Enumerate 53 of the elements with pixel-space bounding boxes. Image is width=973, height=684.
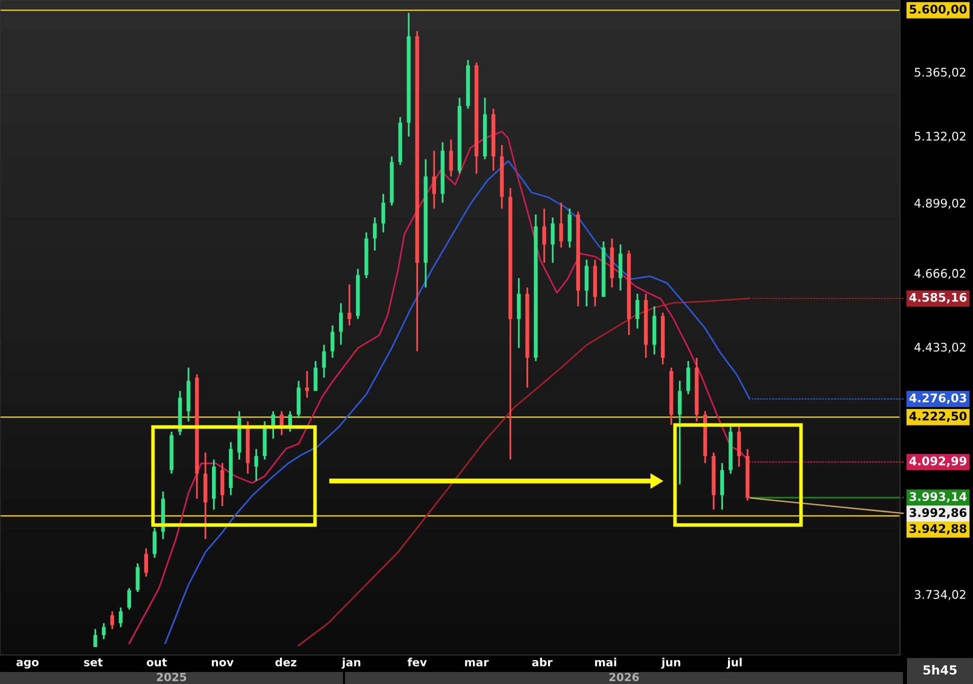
candlestick bbox=[348, 284, 352, 326]
ref-line-label: 3.942,88 bbox=[910, 524, 966, 535]
candlestick bbox=[559, 202, 564, 248]
candlestick bbox=[372, 216, 377, 252]
candlestick bbox=[136, 562, 140, 593]
data-label: 3.993,14 bbox=[910, 492, 967, 503]
x-tick-label: mai bbox=[595, 658, 616, 666]
x-tick-label: jan bbox=[342, 658, 360, 669]
candlestick bbox=[127, 587, 132, 610]
candlestick bbox=[254, 448, 258, 482]
candlestick bbox=[118, 606, 123, 628]
x-tick-label: dez bbox=[275, 658, 296, 666]
candlestick bbox=[102, 622, 106, 640]
candlestick bbox=[449, 138, 453, 178]
candlestick bbox=[678, 380, 682, 486]
ref-line-label: 5.600,00 bbox=[910, 4, 967, 16]
x-tick-label: mar bbox=[465, 660, 489, 666]
x-tick-label: jun bbox=[661, 658, 680, 669]
candlestick bbox=[542, 208, 546, 264]
x-tick-label: ago bbox=[16, 660, 39, 669]
y-tick-label: 4.433,02 bbox=[914, 342, 966, 353]
candlestick bbox=[432, 150, 436, 210]
text: 5h45 bbox=[923, 664, 957, 675]
candlestick bbox=[93, 628, 98, 648]
candlestick bbox=[322, 344, 326, 378]
annotation: 3.992,86 bbox=[910, 508, 966, 519]
data-label: 4.276,03 bbox=[909, 393, 966, 404]
text: 2025 bbox=[156, 672, 186, 682]
candlestick bbox=[144, 548, 148, 578]
candlestick bbox=[381, 193, 386, 234]
y-tick-label: 4.899,02 bbox=[914, 198, 966, 209]
x-tick-label: jul bbox=[726, 658, 742, 669]
y-tick-label: 5.365,02 bbox=[914, 68, 966, 78]
y-tick-label: 3.734,02 bbox=[914, 590, 966, 600]
candlestick bbox=[314, 360, 318, 392]
data-label: 4.092,99 bbox=[909, 456, 966, 467]
x-tick-label: nov bbox=[212, 660, 234, 666]
candlestick bbox=[636, 292, 640, 330]
x-tick-label: fev bbox=[408, 658, 427, 666]
candlestick bbox=[152, 527, 156, 559]
candlestick bbox=[330, 324, 334, 359]
y-tick-label: 4.666,02 bbox=[914, 268, 966, 280]
data-label: 4.585,16 bbox=[909, 292, 966, 304]
x-tick-label: out bbox=[146, 658, 167, 666]
text: 2026 bbox=[609, 672, 639, 682]
candlestick bbox=[305, 370, 309, 398]
x-tick-label: abr bbox=[532, 658, 553, 666]
x-tick-label: set bbox=[84, 658, 103, 666]
y-tick-label: 5.132,02 bbox=[914, 132, 966, 142]
candlestick bbox=[339, 302, 343, 346]
ref-line-label: 4.222,50 bbox=[909, 412, 967, 422]
candlestick bbox=[550, 216, 555, 264]
candlestick bbox=[686, 360, 690, 396]
